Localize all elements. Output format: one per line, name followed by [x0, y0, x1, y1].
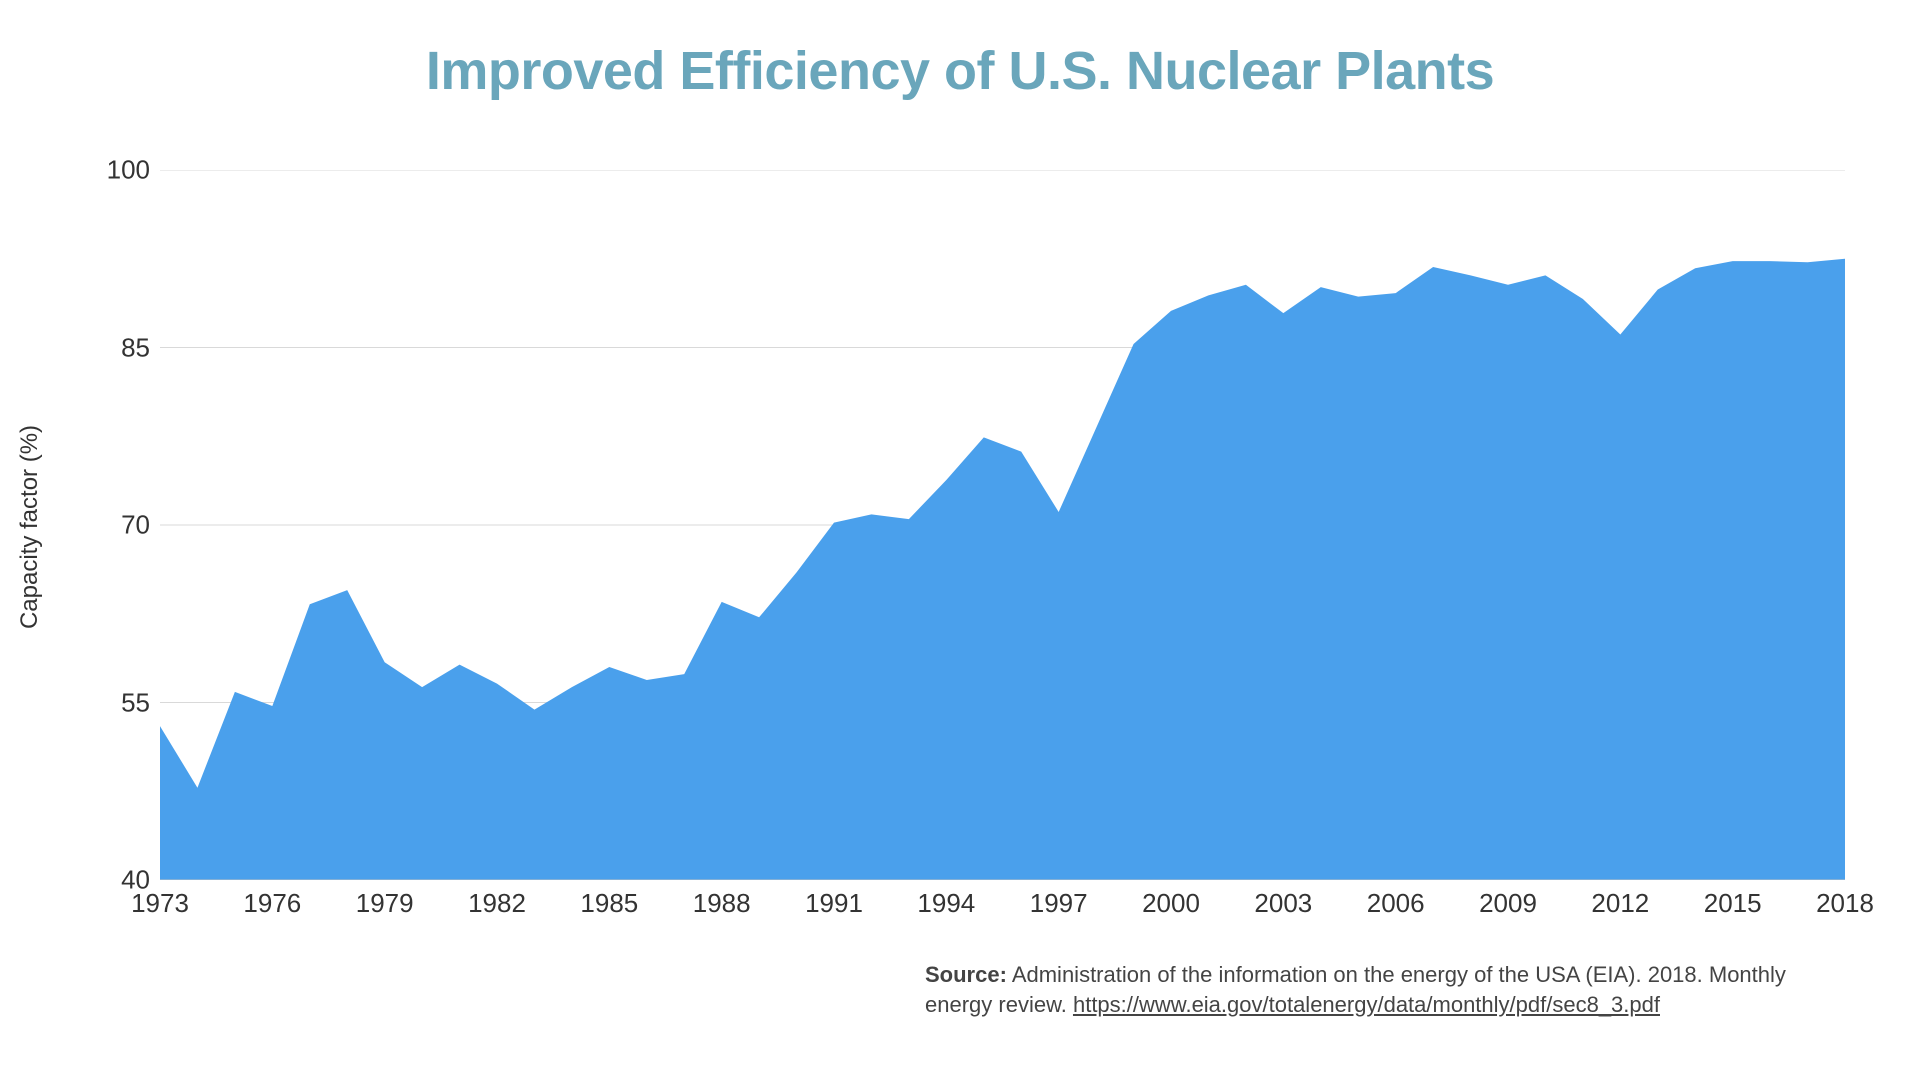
x-tick-label: 1994: [917, 888, 975, 919]
x-tick-label: 1982: [468, 888, 526, 919]
plot-area: [160, 170, 1845, 880]
y-axis-label: Capacity factor (%): [16, 377, 44, 677]
x-tick-label: 1988: [693, 888, 751, 919]
x-tick-label: 2000: [1142, 888, 1200, 919]
area-chart-svg: [160, 170, 1845, 880]
y-tick-label: 100: [70, 155, 150, 186]
y-tick-label: 55: [70, 687, 150, 718]
x-tick-label: 1997: [1030, 888, 1088, 919]
x-tick-label: 2006: [1367, 888, 1425, 919]
x-tick-label: 1976: [243, 888, 301, 919]
x-tick-label: 2003: [1254, 888, 1312, 919]
source-label: Source:: [925, 962, 1007, 987]
source-link[interactable]: https://www.eia.gov/totalenergy/data/mon…: [1073, 992, 1660, 1017]
chart-title: Improved Efficiency of U.S. Nuclear Plan…: [0, 40, 1920, 102]
x-tick-label: 2015: [1704, 888, 1762, 919]
x-tick-label: 2012: [1591, 888, 1649, 919]
x-tick-label: 2009: [1479, 888, 1537, 919]
y-tick-label: 70: [70, 510, 150, 541]
source-text-1: Administration of the information on the…: [1007, 962, 1786, 987]
chart-stage: Improved Efficiency of U.S. Nuclear Plan…: [0, 0, 1920, 1080]
y-tick-label: 85: [70, 332, 150, 363]
source-text-2: energy review.: [925, 992, 1073, 1017]
x-tick-label: 1973: [131, 888, 189, 919]
x-tick-label: 2018: [1816, 888, 1874, 919]
x-tick-label: 1991: [805, 888, 863, 919]
source-citation: Source: Administration of the informatio…: [925, 960, 1885, 1019]
x-tick-label: 1979: [356, 888, 414, 919]
x-tick-label: 1985: [580, 888, 638, 919]
